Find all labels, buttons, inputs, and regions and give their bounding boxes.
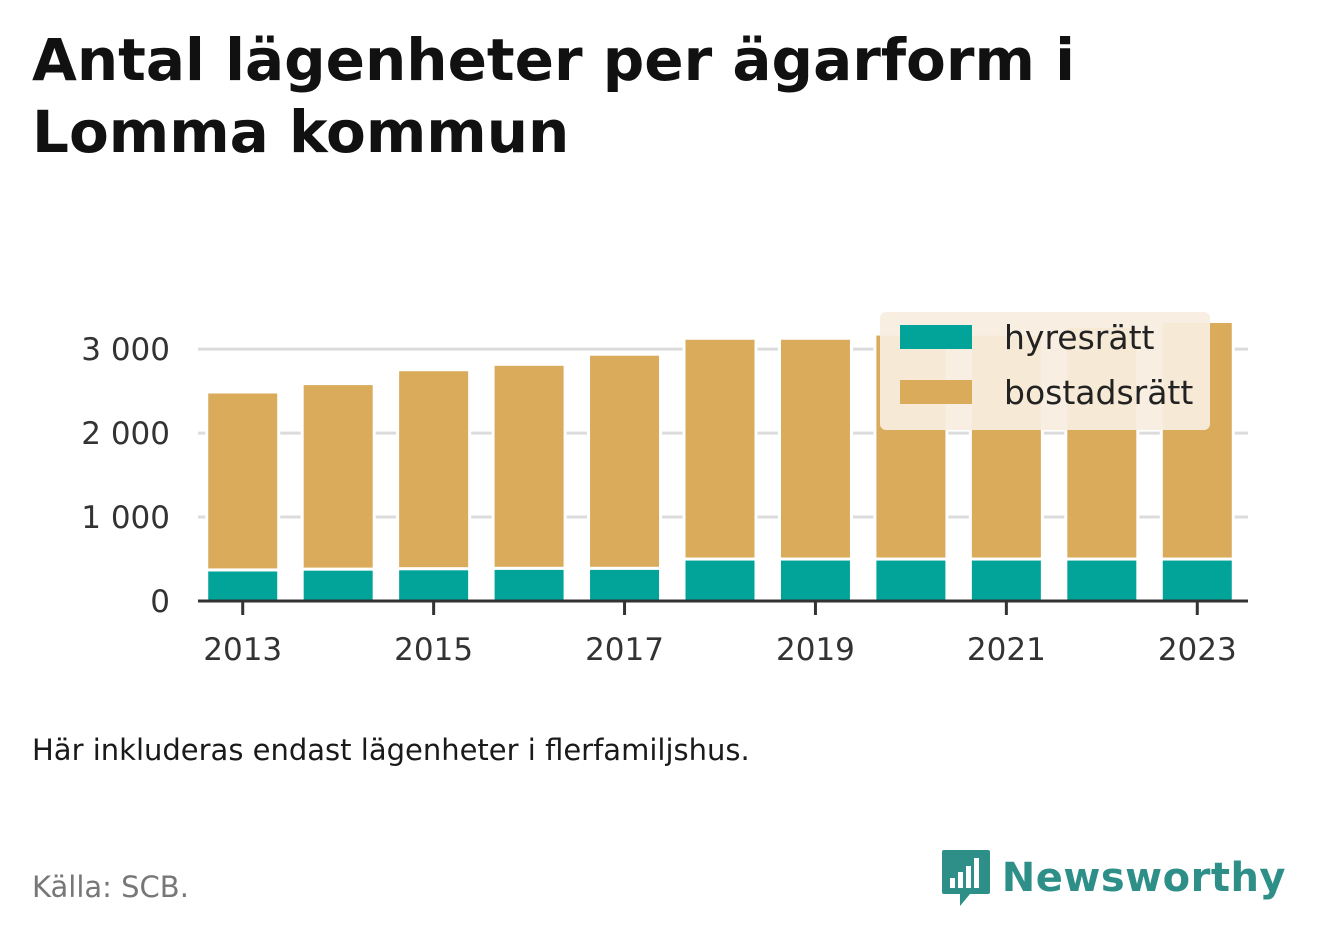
bar-bostadsratt-2016 [491, 362, 567, 570]
legend-label-bostadsratt: bostadsrätt [1004, 373, 1193, 412]
bar-hyresratt-2019 [777, 557, 853, 603]
bar-bostadsratt-2014 [300, 382, 376, 571]
legend-label-hyresratt: hyresrätt [1004, 318, 1155, 357]
bar-hyresratt-2013 [205, 568, 281, 603]
bar-bostadsratt-2015 [396, 368, 472, 571]
y-tick-label: 0 [150, 584, 170, 620]
bar-bostadsratt-2019 [777, 336, 853, 561]
bar-hyresratt-2017 [587, 566, 663, 603]
bar-hyresratt-2020 [873, 557, 949, 603]
bar-hyresratt-2018 [682, 557, 758, 603]
y-tick-label: 2 000 [81, 416, 170, 452]
x-tick-label: 2023 [1158, 632, 1237, 668]
brand-name: Newsworthy [1001, 855, 1286, 901]
legend-swatch-hyresratt [900, 325, 972, 349]
chart-note: Här inkluderas endast lägenheter i flerf… [32, 733, 750, 767]
bar-bostadsratt-2017 [587, 352, 663, 570]
newsworthy-logo-icon [941, 850, 990, 906]
stacked-bar-chart: 0 1 000 2 000 3 000 2013 2015 2017 2019 2021 2023… [81, 312, 1248, 668]
bar-hyresratt-2023 [1159, 557, 1235, 603]
bar-hyresratt-2016 [491, 566, 567, 603]
x-tick-label: 2013 [203, 632, 282, 668]
y-tick-label: 1 000 [81, 500, 170, 536]
x-tick-label: 2017 [585, 632, 664, 668]
bars [205, 319, 1235, 603]
axes: 0 1 000 2 000 3 000 2013 2015 2017 2019 2021 2023 [81, 332, 1248, 668]
source-credit: Källa: SCB. [32, 870, 189, 904]
bar-bostadsratt-2013 [205, 390, 281, 572]
legend-swatch-bostadsratt [900, 380, 972, 404]
chart-title: Antal lägenheter per ägarform i Lomma ko… [32, 26, 1076, 166]
x-tick-label: 2021 [967, 632, 1046, 668]
bar-bostadsratt-2018 [682, 336, 758, 561]
bar-hyresratt-2014 [300, 567, 376, 603]
x-tick-label: 2015 [394, 632, 473, 668]
y-tick-label: 3 000 [81, 332, 170, 368]
legend: hyresrätt bostadsrätt [880, 312, 1210, 430]
bar-hyresratt-2015 [396, 567, 472, 603]
x-tick-label: 2019 [776, 632, 855, 668]
bar-hyresratt-2021 [968, 557, 1044, 603]
bar-hyresratt-2022 [1064, 557, 1140, 603]
newsworthy-logo[interactable]: Newsworthy [940, 848, 1286, 908]
